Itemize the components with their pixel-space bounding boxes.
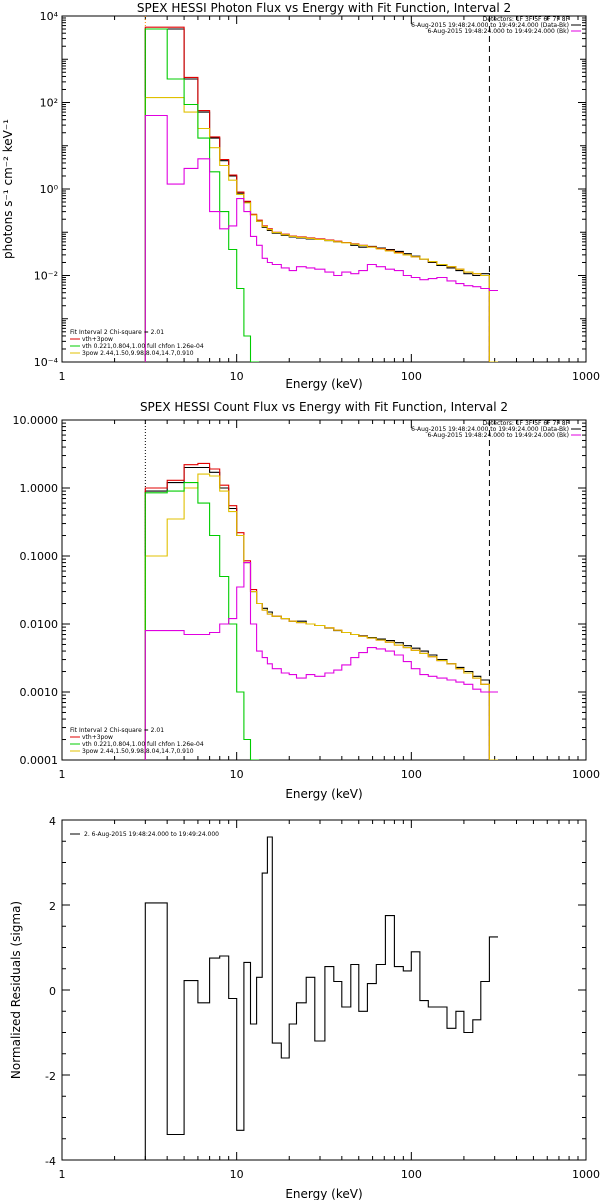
series-group <box>144 836 498 1160</box>
y-tick-label: -2 <box>45 1070 56 1083</box>
y-tick-label: 0.1000 <box>20 550 59 563</box>
series-line-5 <box>144 114 498 362</box>
series-line-2 <box>144 26 498 362</box>
plot-frame <box>61 419 587 761</box>
legend-text: 3pow 2.44,1.50,9.98,8.04,14.7,0.910 <box>82 350 194 357</box>
panel-2: 1 10 100 1000 0.0001 0.0010 0.0100 0.1000 1.0000… <box>13 400 600 801</box>
legend-text: 6-Aug-2015 19:48:24.000 to 19:49:24.000 … <box>411 22 569 29</box>
panel-1: 1 10 100 1000 10⁻⁴ 10⁻² 10⁰ 10² 10⁴ SPEX HESSI Ph… <box>1 1 600 391</box>
series-line-3 <box>144 473 498 760</box>
x-tick-label: 1000 <box>572 768 600 781</box>
x-tick-label: 100 <box>401 370 422 383</box>
series-line-4 <box>144 28 260 362</box>
chart-title: SPEX HESSI Count Flux vs Energy with Fit… <box>140 400 508 414</box>
x-axis-label: Energy (keV) <box>285 1187 362 1200</box>
x-axis-label: Energy (keV) <box>285 787 362 801</box>
legend-text: Fit Interval 2 Chi-square = 2.01 <box>70 329 164 336</box>
x-tick-label: 1 <box>59 1168 66 1181</box>
x-tick-label: 1 <box>59 768 66 781</box>
y-axis-label: photons s⁻¹ cm⁻² keV⁻¹ <box>1 119 15 259</box>
legend-text: vth 0.221,0.804,1.00 full chfon 1.26e-04 <box>82 741 204 748</box>
y-tick-label: 0.0001 <box>20 754 59 767</box>
legend-text: Detectors: 1F 3F 5F 6F 7F 8F <box>483 420 570 427</box>
y-tick-label: 10⁰ <box>40 183 59 196</box>
legend-text: vth+3pow <box>82 336 113 343</box>
y-tick-label: -4 <box>45 1155 56 1168</box>
y-tick-label: 2 <box>49 900 56 913</box>
y-tick-label: 10⁻² <box>34 270 58 283</box>
y-tick-label: 0.0100 <box>20 618 59 631</box>
series-group <box>144 26 498 362</box>
x-tick-label: 100 <box>401 1168 422 1181</box>
y-tick-label: 1.0000 <box>20 482 59 495</box>
legend-text: vth+3pow <box>82 734 113 741</box>
x-tick-label: 1000 <box>572 370 600 383</box>
series-line-5 <box>144 562 498 760</box>
y-axis-label: Normalized Residuals (sigma) <box>9 901 23 1079</box>
y-tick-label: 10⁴ <box>40 10 59 23</box>
series-line-2 <box>144 462 498 760</box>
y-tick-label: 4 <box>49 815 56 828</box>
x-tick-label: 10 <box>230 768 244 781</box>
series-group <box>144 462 498 760</box>
legend-text: 6-Aug-2015 19:48:24.000 to 19:49:24.000 … <box>427 432 569 439</box>
x-tick-label: 10 <box>230 370 244 383</box>
x-tick-label: 1 <box>59 370 66 383</box>
legend-text: 6-Aug-2015 19:48:24.000 to 19:49:24.000 … <box>411 426 569 433</box>
chart-title: SPEX HESSI Photon Flux vs Energy with Fi… <box>137 1 511 15</box>
legend-text: 2. 6-Aug-2015 19:48:24.000 to 19:49:24.0… <box>84 831 219 838</box>
plot-frame <box>61 15 587 363</box>
series-line-3 <box>144 97 498 362</box>
y-tick-label: 0 <box>49 985 56 998</box>
plot-frame <box>61 819 587 1161</box>
series-line-4 <box>144 482 260 760</box>
series-line-1 <box>144 466 498 760</box>
series-line-1 <box>144 836 498 1160</box>
x-tick-label: 100 <box>401 768 422 781</box>
legend-text: 3pow 2.44,1.50,9.98,8.04,14.7,0.910 <box>82 748 194 755</box>
legend-text: 6-Aug-2015 19:48:24.000 to 19:49:24.000 … <box>427 28 569 35</box>
legend-text: Detectors: 1F 3F 5F 6F 7F 8F <box>483 16 570 23</box>
y-tick-label: 10⁻⁴ <box>34 356 59 369</box>
y-tick-label: 10² <box>40 97 58 110</box>
legend-text: vth 0.221,0.804,1.00 full chfon 1.26e-04 <box>82 343 204 350</box>
y-tick-label: 10.0000 <box>13 414 59 427</box>
y-tick-label: 0.0010 <box>20 686 59 699</box>
panel-3: 1 10 100 1000 -4 -2 0 2 4 Energy (keV) Normalized … <box>9 815 600 1200</box>
x-tick-label: 10 <box>230 1168 244 1181</box>
x-tick-label: 1000 <box>572 1168 600 1181</box>
x-axis-label: Energy (keV) <box>285 377 362 391</box>
legend-text: Fit Interval 2 Chi-square = 2.01 <box>70 727 164 734</box>
